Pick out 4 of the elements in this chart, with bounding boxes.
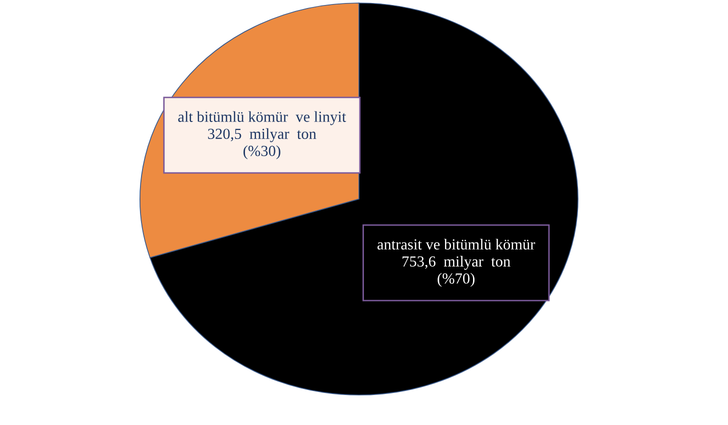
slice-label: alt bitümlü kömür ve linyit [178,111,346,126]
data-label: 753,6 milyar ton (%70) [402,256,510,287]
slice-label: antrasit ve bitümlü kömür [377,238,536,250]
data-label: 320,5 milyar ton (%30) [208,128,316,160]
